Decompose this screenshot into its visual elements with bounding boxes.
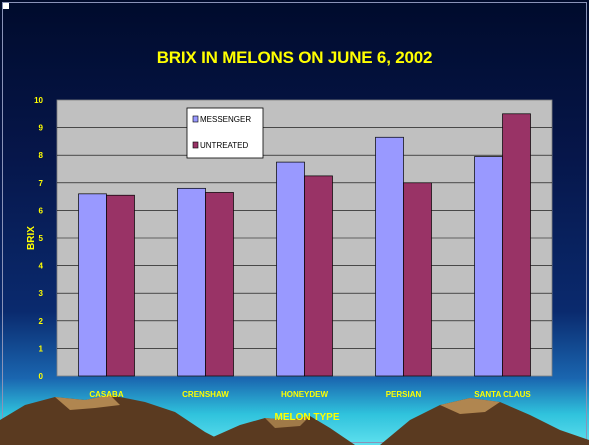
bar-untreated-honeydew — [304, 175, 333, 377]
x-category-label: CASABA — [89, 390, 123, 399]
mountain-middle-highlight — [265, 416, 310, 428]
y-tick-label: 10 — [34, 96, 43, 105]
y-tick-label: 2 — [39, 317, 44, 326]
y-tick-label: 4 — [39, 262, 44, 271]
mountain-left-highlight — [55, 395, 120, 410]
bar-messenger-santa-claus — [474, 156, 503, 377]
mountain-right-highlight — [440, 398, 500, 414]
y-axis-label: BRIX — [26, 226, 37, 250]
bar-untreated-santa-claus — [502, 113, 531, 377]
mountain-left — [0, 395, 230, 445]
chart-title: BRIX IN MELONS ON JUNE 6, 2002 — [156, 48, 433, 67]
x-axis-label: MELON TYPE — [274, 412, 339, 423]
legend: MESSENGER UNTREATED — [186, 107, 264, 159]
corner-marker — [3, 3, 9, 9]
x-category-label: PERSIAN — [386, 390, 422, 399]
y-axis-ticks: 0 1 2 3 4 5 6 7 8 9 10 — [34, 96, 43, 381]
y-tick-label: 9 — [39, 124, 44, 133]
legend-box — [186, 107, 264, 159]
y-tick-label: 5 — [39, 234, 44, 243]
legend-label-untreated: UNTREATED — [200, 141, 249, 150]
x-axis-categories: CASABA CRENSHAW HONEYDEW PERSIAN SANTA CLAUS — [89, 390, 531, 399]
bar-messenger-crenshaw — [177, 187, 206, 377]
bar-messenger-casaba — [78, 193, 107, 377]
bar-untreated-persian — [403, 182, 432, 377]
legend-swatch-untreated — [192, 141, 199, 149]
bar-messenger-honeydew — [276, 161, 305, 377]
y-tick-label: 7 — [39, 179, 44, 188]
plot-area: 0 1 2 3 4 5 6 7 8 9 10 CASABA CRENSHAW HONEYDEW PERSI… — [34, 96, 553, 399]
legend-label-messenger: MESSENGER — [200, 115, 251, 124]
y-tick-label: 6 — [39, 206, 44, 215]
bar-messenger-persian — [375, 136, 404, 377]
bars — [78, 113, 531, 377]
y-tick-label: 3 — [39, 289, 44, 298]
bar-untreated-crenshaw — [205, 192, 234, 377]
y-tick-label: 8 — [39, 151, 44, 160]
y-tick-label: 0 — [39, 372, 44, 381]
y-tick-label: 1 — [39, 344, 44, 353]
x-category-label: CRENSHAW — [182, 390, 229, 399]
legend-swatch-messenger — [192, 115, 199, 123]
mountains-decoration — [0, 395, 589, 445]
x-category-label: HONEYDEW — [281, 390, 329, 399]
mountain-right — [380, 398, 589, 445]
bar-untreated-casaba — [106, 194, 135, 377]
mountain-middle — [195, 416, 355, 445]
x-category-label: SANTA CLAUS — [474, 390, 531, 399]
